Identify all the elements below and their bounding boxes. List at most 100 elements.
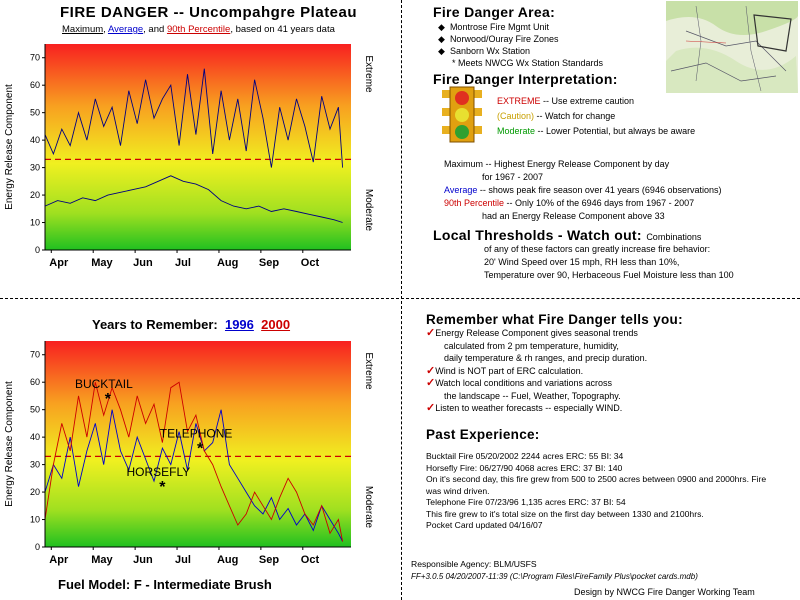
remember-item: ✓Listen to weather forecasts -- especial… (426, 402, 623, 414)
series-line-2000 (44, 381, 344, 542)
x-tick-label: Apr (49, 554, 69, 566)
def-percentile: 90th Percentile -- Only 10% of the 6946 … (444, 198, 695, 208)
x-tick-label: Jul (175, 257, 191, 269)
y-axis-label: Energy Release Component (4, 84, 15, 210)
y-tick-label: 10 (30, 218, 40, 228)
horizontal-divider (0, 298, 800, 299)
x-tick-label: Oct (301, 554, 320, 566)
area-note: * Meets NWCG Wx Station Standards (452, 58, 604, 68)
y-tick-label: 20 (30, 190, 40, 200)
bottom-chart: 0 10 20 30 40 50 60 70 Apr May Jun Jul Aug Sep Oct Ener… (4, 341, 374, 566)
moderate-label: Moderate (363, 486, 374, 529)
moderate-label: Moderate (363, 189, 374, 232)
local-intro: Combinations (646, 232, 702, 242)
area-item: ◆ Montrose Fire Mgmt Unit (438, 22, 549, 32)
x-tick-label: Aug (217, 257, 238, 269)
subtitle-percentile: 90th Percentile (166, 24, 231, 35)
subtitle-maximum: Maximum (62, 24, 104, 35)
remember-list: ✓Energy Release Component gives seasonal… (426, 327, 796, 415)
local-line: Temperature over 90, Herbaceous Fuel Moi… (484, 270, 734, 280)
series-line-maximum (44, 68, 344, 168)
traffic-light-icon (442, 86, 482, 143)
interp-extreme: EXTREME -- Use extreme caution (497, 96, 635, 106)
x-tick-label: Jun (133, 554, 153, 566)
y-tick-label: 30 (30, 460, 40, 470)
y-tick-label: 60 (30, 377, 40, 387)
vertical-divider (401, 0, 402, 600)
series-line-1996 (44, 409, 344, 542)
fuel-model: Fuel Model: F - Intermediate Brush (58, 577, 272, 592)
interp-levels: EXTREME -- Use extreme caution (Caution)… (497, 94, 797, 139)
interp-definitions: Maximum -- Highest Energy Release Compon… (444, 158, 796, 223)
y-tick-label: 50 (30, 108, 40, 118)
area-title: Fire Danger Area: (433, 4, 556, 20)
local-title: Local Thresholds - Watch out: (433, 227, 642, 243)
annotation-label: HORSEFLY (126, 465, 190, 479)
remember-item: ✓Wind is NOT part of ERC calculation. (426, 364, 584, 377)
remember-title: Remember what Fire Danger tells you: (426, 312, 683, 327)
annotation-star: * (197, 440, 204, 457)
def-maximum: Maximum -- Highest Energy Release Compon… (444, 159, 670, 169)
annotation-star: * (105, 391, 112, 408)
past-line: Horsefly Fire: 06/27/90 4068 acres ERC: … (426, 462, 623, 473)
past-line: Bucktail Fire 05/20/2002 2244 acres ERC:… (426, 451, 624, 461)
year-1996: 1996 (224, 317, 254, 332)
y-tick-label: 0 (35, 245, 40, 255)
area-item: ◆ Sanborn Wx Station (438, 46, 530, 56)
def-percentile-threshold: had an Energy Release Component above 33 (482, 211, 665, 221)
extreme-label: Extreme (363, 55, 374, 93)
footer-design: Design by NWCG Fire Danger Working Team (574, 587, 755, 597)
local-line: of any of these factors can greatly incr… (484, 244, 711, 254)
x-tick-label: May (91, 554, 113, 566)
past-list: Bucktail Fire 05/20/2002 2244 acres ERC:… (426, 451, 798, 532)
y-axis-label: Energy Release Component (4, 381, 15, 507)
remember-line: calculated from 2 pm temperature, humidi… (444, 340, 619, 351)
year-2000: 2000 (261, 317, 291, 332)
interp-title: Fire Danger Interpretation: (433, 71, 618, 87)
y-tick-label: 30 (30, 163, 40, 173)
annotation-label: TELEPHONE (160, 426, 233, 440)
x-tick-label: Apr (49, 257, 69, 269)
annotation-star: * (159, 479, 166, 496)
interp-caution: (Caution) -- Watch for change (497, 111, 616, 121)
local-header: Local Thresholds - Watch out: Combinatio… (433, 227, 701, 245)
def-maximum-years: for 1967 - 2007 (482, 172, 544, 182)
annotation-label: BUCKTAIL (75, 377, 133, 391)
y-tick-label: 60 (30, 80, 40, 90)
y-tick-label: 40 (30, 432, 40, 442)
subtitle-sep1: , (103, 24, 106, 35)
local-line: 20' Wind Speed over 15 mph, RH less than… (484, 257, 680, 267)
footer-software: FF+3.0.5 04/20/2007-11:39 (C:\Program Fi… (411, 572, 698, 581)
past-line: Telephone Fire 07/23/96 1,135 acres ERC:… (426, 497, 626, 507)
local-lines: of any of these factors can greatly incr… (484, 243, 734, 282)
bottom-chart-title: Years to Remember: 1996 2000 (92, 317, 290, 332)
extreme-label: Extreme (363, 352, 374, 390)
x-tick-label: Oct (301, 257, 320, 269)
plot-background (45, 44, 351, 250)
area-list: ◆ Montrose Fire Mgmt Unit ◆ Norwood/Oura… (438, 21, 603, 69)
subtitle-sep2: , and (143, 24, 165, 35)
x-tick-label: Sep (259, 257, 279, 269)
y-tick-label: 50 (30, 405, 40, 415)
y-tick-label: 70 (30, 53, 40, 63)
past-line: On it's second day, this fire grew from … (426, 474, 767, 484)
x-tick-label: Sep (259, 554, 279, 566)
x-tick-label: Aug (217, 554, 238, 566)
y-tick-label: 40 (30, 135, 40, 145)
plot-background (45, 341, 351, 547)
top-chart: 0 10 20 30 40 50 60 70 Apr May Jun Jul Aug Sep Oct Ener… (4, 44, 374, 269)
subtitle-rest: , based on 41 years data (230, 24, 335, 35)
past-line: was wind driven. (426, 485, 490, 496)
top-chart-title: FIRE DANGER -- Uncompahgre Plateau (60, 4, 358, 21)
y-tick-label: 20 (30, 487, 40, 497)
area-item: ◆ Norwood/Ouray Fire Zones (438, 34, 559, 44)
y-tick-label: 0 (35, 542, 40, 552)
bottom-title-prefix: Years to Remember: (92, 317, 218, 332)
past-line: This fire grew to it's total size on the… (426, 508, 704, 519)
remember-line: daily temperature & rh ranges, and preci… (444, 353, 648, 363)
past-line: Pocket Card updated 04/16/07 (426, 520, 543, 530)
top-chart-subtitle: Maximum, Average, and 90th Percentile, b… (62, 24, 335, 35)
area-map (666, 1, 798, 93)
x-tick-label: May (91, 257, 113, 269)
def-average: Average -- shows peak fire season over 4… (444, 185, 722, 195)
